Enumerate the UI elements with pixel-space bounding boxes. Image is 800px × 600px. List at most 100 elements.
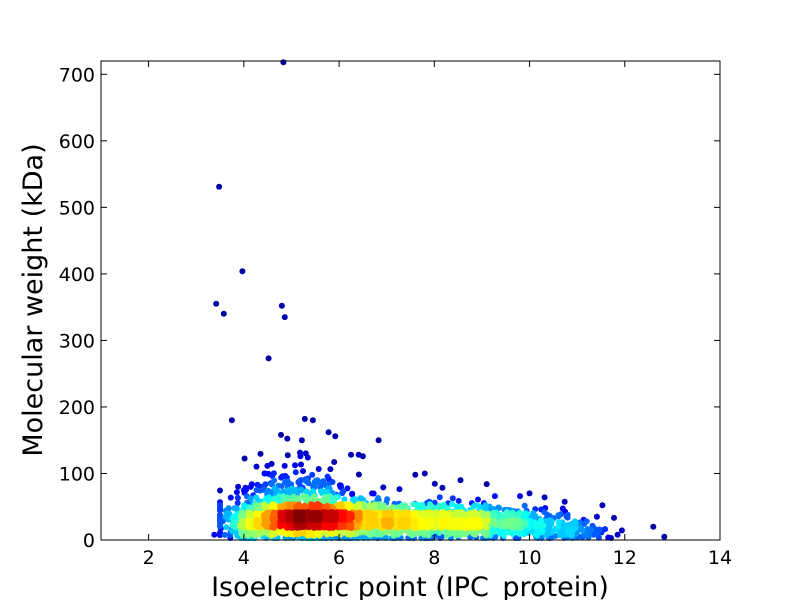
data-point (301, 415, 308, 422)
data-point (285, 486, 292, 493)
data-point (514, 524, 521, 531)
data-point (228, 417, 235, 424)
data-point (297, 453, 304, 460)
data-point (347, 523, 354, 530)
y-tick-label: 400 (59, 264, 95, 286)
data-point (421, 510, 428, 516)
data-point (315, 478, 322, 485)
data-point (265, 510, 272, 517)
data-point (455, 497, 462, 504)
data-point (501, 532, 508, 539)
data-point (396, 486, 403, 493)
data-point (239, 268, 246, 275)
x-tick-label: 2 (143, 547, 155, 569)
data-point (315, 466, 322, 472)
data-point (457, 532, 464, 539)
data-point (298, 437, 305, 444)
data-point (584, 526, 591, 533)
data-point (522, 519, 529, 526)
data-point (397, 510, 404, 517)
data-point (436, 494, 443, 501)
data-point (304, 454, 311, 461)
data-point (596, 527, 602, 534)
data-point (381, 529, 388, 536)
data-point (256, 519, 263, 526)
data-point (278, 302, 285, 309)
data-point (321, 523, 328, 530)
data-point (516, 519, 523, 526)
data-point (482, 502, 489, 509)
data-point (440, 509, 447, 516)
y-tick-label: 100 (59, 463, 95, 485)
data-point (382, 512, 389, 519)
data-point (421, 470, 428, 477)
data-point (533, 524, 540, 531)
data-point (286, 504, 293, 511)
data-point (490, 517, 497, 524)
data-point (475, 496, 481, 503)
data-point (217, 502, 223, 509)
data-point (476, 503, 483, 510)
data-point (618, 527, 625, 534)
data-point (217, 522, 223, 529)
data-point (225, 505, 232, 512)
data-point (280, 59, 287, 66)
data-point (217, 487, 223, 494)
data-point (461, 511, 468, 517)
data-point (235, 483, 242, 490)
data-point (508, 517, 515, 524)
data-point (650, 523, 657, 530)
data-point (281, 314, 288, 321)
data-point (496, 505, 502, 511)
data-point (375, 437, 382, 444)
data-point (380, 484, 387, 491)
data-point (599, 502, 606, 509)
data-point (300, 509, 307, 516)
data-point (538, 528, 545, 535)
y-tick-label: 300 (59, 330, 95, 352)
data-point (329, 479, 336, 485)
data-point (331, 459, 338, 465)
data-point (540, 522, 547, 529)
data-point (270, 521, 277, 528)
data-point (348, 451, 354, 458)
data-point (300, 493, 307, 500)
data-point (517, 493, 523, 500)
data-point (309, 417, 316, 424)
data-point (403, 523, 410, 530)
data-point (369, 490, 375, 497)
data-point (280, 493, 287, 500)
data-point (211, 531, 218, 538)
data-point (261, 521, 268, 528)
data-point (241, 455, 248, 462)
y-tick-label: 0 (83, 530, 95, 552)
data-point (257, 487, 264, 494)
data-point (555, 519, 562, 526)
data-point (541, 494, 548, 501)
data-point (545, 522, 552, 529)
data-point (217, 518, 223, 525)
data-point (284, 435, 291, 442)
data-point (412, 471, 419, 478)
data-point (523, 511, 530, 518)
data-point (365, 511, 372, 517)
data-point (284, 452, 291, 459)
data-point (270, 504, 277, 511)
data-point (265, 355, 272, 362)
data-point (232, 513, 239, 520)
data-point (381, 504, 388, 511)
data-point (611, 514, 617, 521)
data-point (358, 495, 364, 502)
data-point (568, 530, 575, 537)
data-point (661, 533, 668, 540)
y-tick-label: 200 (59, 397, 95, 419)
data-point (337, 484, 344, 490)
data-point (457, 477, 464, 484)
data-point (533, 531, 540, 538)
data-point (282, 478, 289, 485)
data-point (239, 530, 246, 537)
axis-ticks: 2 4 6 8 10 12 14 0 100 200 300 400 500 600 700 (59, 61, 732, 569)
y-axis-title: Molecular weight (kDa) (18, 143, 49, 456)
data-point (277, 522, 284, 528)
